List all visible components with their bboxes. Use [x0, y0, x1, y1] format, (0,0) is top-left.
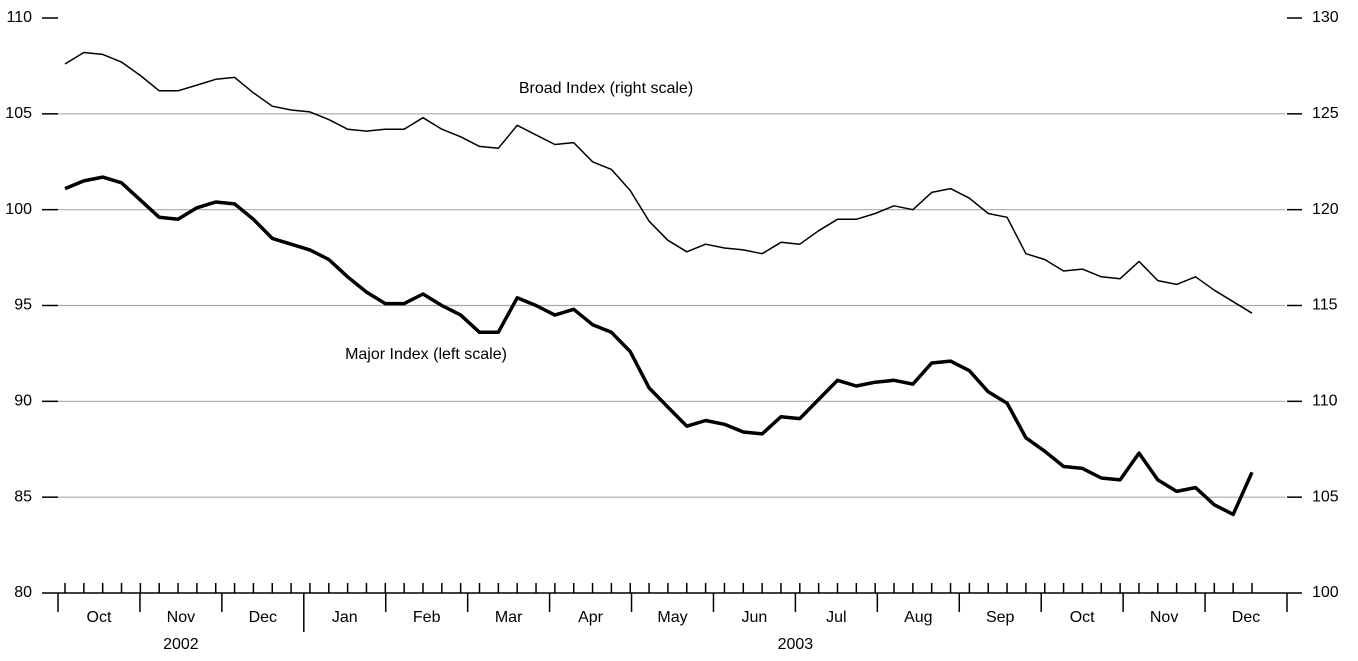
y-tick-label: 105	[5, 105, 32, 122]
y2-tick-label: 120	[1312, 201, 1339, 218]
x-tick-label: Nov	[1150, 609, 1178, 626]
x-tick-label: Apr	[578, 609, 604, 626]
x-tick-label: May	[657, 609, 687, 626]
x-tick-label: Dec	[249, 609, 277, 626]
y2-tick-label: 115	[1312, 297, 1338, 314]
x-tick-label: Jun	[742, 609, 768, 626]
y2-tick-label: 110	[1312, 393, 1338, 410]
x-tick-label: Sep	[986, 609, 1015, 626]
x-tick-label: Aug	[904, 609, 932, 626]
x-tick-label: Dec	[1232, 609, 1260, 626]
y-tick-label: 100	[5, 201, 32, 218]
y2-tick-label: 125	[1312, 105, 1339, 122]
y-tick-label: 85	[14, 488, 32, 505]
x-tick-label: Jul	[826, 609, 846, 626]
series-label: Major Index (left scale)	[345, 346, 507, 363]
y-tick-label: 95	[14, 297, 32, 314]
x-tick-label: Oct	[87, 609, 112, 626]
y2-tick-label: 105	[1312, 488, 1339, 505]
y-tick-label: 80	[14, 584, 32, 601]
x-tick-label: Nov	[167, 609, 195, 626]
x-tick-label: Jan	[332, 609, 358, 626]
series-line	[64, 175, 1254, 517]
y2-tick-label: 130	[1312, 9, 1339, 26]
year-label: 2003	[778, 636, 814, 653]
y-tick-label: 110	[6, 9, 32, 26]
year-label: 2002	[163, 636, 199, 653]
series-line	[64, 51, 1253, 314]
x-tick-label: Feb	[413, 609, 441, 626]
y2-tick-label: 100	[1312, 584, 1339, 601]
series-label: Broad Index (right scale)	[519, 80, 693, 97]
y-tick-label: 90	[14, 393, 32, 410]
x-tick-label: Mar	[495, 609, 523, 626]
x-tick-label: Oct	[1070, 609, 1095, 626]
